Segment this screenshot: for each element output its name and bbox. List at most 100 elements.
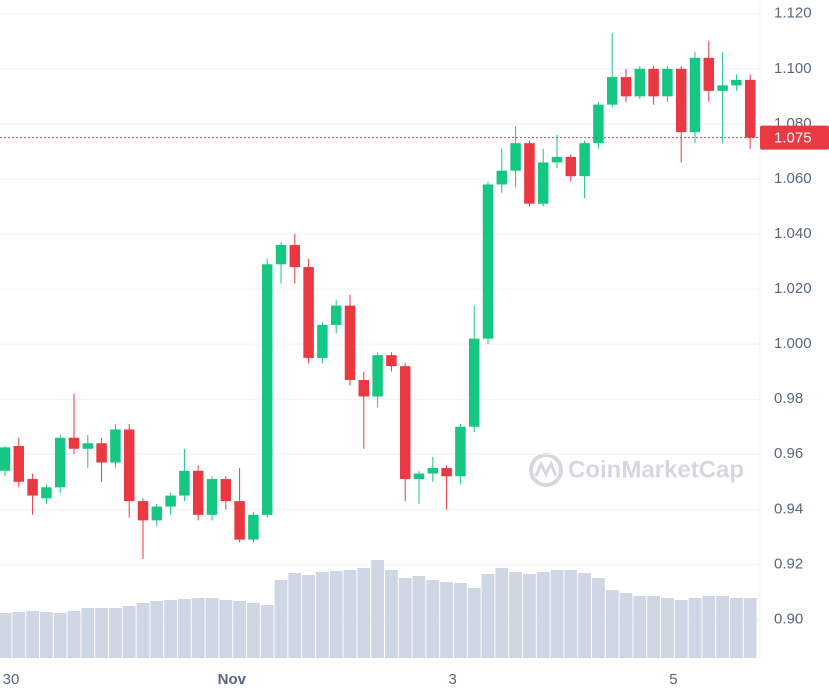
volume-bar [109, 608, 122, 658]
candle-body [192, 470, 204, 515]
candle-body [123, 429, 135, 502]
volume-bar [481, 574, 495, 658]
candle-body [413, 473, 425, 480]
volume-bar [412, 576, 426, 658]
volume-bar [385, 570, 398, 658]
volume-bar [495, 568, 509, 658]
x-tick-label: 30 [3, 671, 20, 688]
candle-body [689, 57, 701, 133]
candle-body [289, 245, 301, 268]
candle-body [386, 355, 397, 367]
candle-body [27, 479, 38, 496]
volume-bar [605, 590, 619, 658]
y-tick-label: 0.90 [774, 610, 803, 627]
volume-bar [260, 605, 274, 658]
watermark-text: CoinMarketCap [568, 456, 744, 483]
y-tick-label: 1.060 [774, 170, 812, 187]
candle-body [96, 443, 107, 463]
watermark: CoinMarketCap [529, 453, 744, 487]
current-price-label: 1.075 [774, 130, 812, 147]
candle-body [524, 143, 535, 204]
candle-body [206, 479, 218, 515]
candle-body [634, 68, 646, 97]
volume-bar [371, 560, 384, 658]
candle-body [220, 479, 232, 502]
y-tick-label: 0.92 [774, 555, 803, 572]
y-tick-label: 1.020 [774, 280, 812, 297]
candle-body [372, 355, 383, 397]
candle-body [606, 77, 618, 105]
volume-bar [122, 606, 136, 658]
candle-body [427, 468, 439, 474]
candle-body [234, 501, 245, 540]
candle-body [648, 68, 659, 97]
volume-bar [578, 573, 591, 658]
candle-body [330, 305, 342, 325]
candle-body [455, 426, 466, 477]
volume-bar [523, 574, 536, 658]
volume-bar [674, 600, 688, 658]
x-tick-label: 3 [448, 671, 456, 688]
volume-bar [67, 611, 81, 658]
volume-bar [619, 593, 633, 658]
x-tick-label: 5 [669, 671, 677, 688]
volume-bar [12, 612, 26, 658]
volume-bar [164, 600, 177, 658]
volume-bar [150, 601, 164, 658]
volume-bar [288, 573, 302, 658]
volume-bar [178, 599, 191, 658]
y-tick-label: 1.040 [774, 225, 812, 242]
volume-bar [329, 571, 343, 658]
candle-body [275, 245, 287, 265]
candle-body [468, 338, 480, 427]
candle-body [151, 506, 163, 521]
candle-body [248, 514, 259, 540]
volume-bar [343, 570, 357, 658]
y-tick-label: 0.94 [774, 500, 803, 517]
y-tick-label: 1.000 [774, 335, 812, 352]
volume-bar [136, 603, 150, 658]
volume-bar [702, 596, 716, 658]
watermark-logo [529, 453, 563, 487]
volume-bar [564, 570, 578, 658]
volume-bar [440, 582, 453, 658]
candle-body [662, 68, 673, 97]
candle-body [579, 143, 590, 177]
volume-bar [53, 613, 67, 658]
candle-body [317, 324, 328, 358]
volume-bar [716, 596, 729, 658]
volume-bar [633, 596, 647, 658]
volume-bar [688, 598, 702, 658]
candle-body [717, 85, 728, 91]
candle-body [303, 267, 314, 358]
candle-body [731, 79, 742, 86]
y-tick-label: 0.96 [774, 445, 803, 462]
volume-bar [647, 596, 660, 658]
candle-body [703, 57, 715, 91]
candle-body [510, 143, 521, 171]
candle-body [675, 68, 687, 133]
volume-bar [661, 598, 674, 658]
candle-body [537, 162, 549, 204]
volume-bar [247, 603, 260, 658]
volume-bar [81, 608, 95, 658]
candle-body [41, 487, 52, 499]
volume-bar [219, 600, 233, 658]
candle-body [179, 470, 190, 496]
volume-bar [40, 612, 53, 658]
volume-bar [467, 588, 481, 658]
volume-bar [357, 568, 371, 658]
volume-bar [274, 580, 288, 658]
candle-body [399, 366, 411, 480]
volume-bar [233, 601, 246, 658]
candle-body [620, 77, 632, 97]
candle-body [441, 468, 452, 477]
volume-bar [0, 613, 12, 658]
volume-bar [398, 578, 412, 658]
volume-bar [191, 598, 205, 658]
volume-bar [205, 598, 219, 658]
volume-bar [743, 598, 757, 658]
current-price-box [760, 125, 829, 150]
candle-body [0, 447, 11, 471]
